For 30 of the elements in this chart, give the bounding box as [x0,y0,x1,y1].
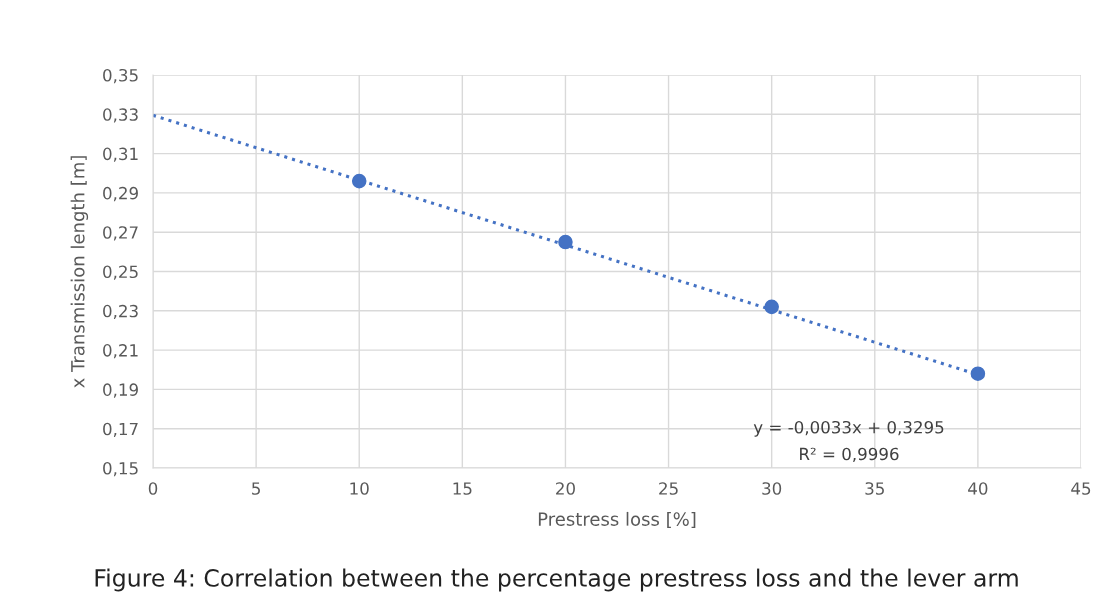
y-tick-label: 0,31 [103,147,138,162]
caption: Figure 4: Correlation between the percentage prestress loss and the lever arm [95,568,1018,592]
point [764,299,779,315]
y-tick-label: 0,35 [103,68,138,84]
y-axis-title: x Transmission length [m] [70,156,89,388]
x-axis-title: Prestress loss [%] [538,511,696,529]
x-tick-label: 35 [865,482,884,495]
y-tick-label: 0,25 [103,265,138,280]
annotation: y = -0,0033x + 0,3295 [753,420,944,437]
y-tick-label: 0,19 [103,383,138,398]
y-tick-label: 0,33 [103,108,138,123]
x-tick-label: 10 [350,482,369,495]
x-tick-label: 45 [1071,482,1091,495]
y-tick-label: 0,23 [103,304,138,320]
point [970,366,986,381]
point [558,234,573,250]
y-tick-label: 0,27 [103,226,138,241]
y-tick-label: 0,21 [103,344,138,359]
x-tick-label: 0 [148,482,158,495]
x-tick-label: 30 [762,482,782,495]
annotation: R² = 0,9996 [800,447,899,462]
y-tick-label: 0,17 [103,422,138,437]
y-tick-label: 0,15 [103,461,138,477]
x-tick-label: 20 [556,482,575,495]
x-tick-label: 25 [659,482,678,495]
point [351,173,367,189]
y-tick-label: 0,29 [103,186,138,202]
x-tick-label: 5 [252,482,260,495]
x-tick-label: 15 [453,482,472,495]
x-tick-label: 40 [968,482,988,495]
